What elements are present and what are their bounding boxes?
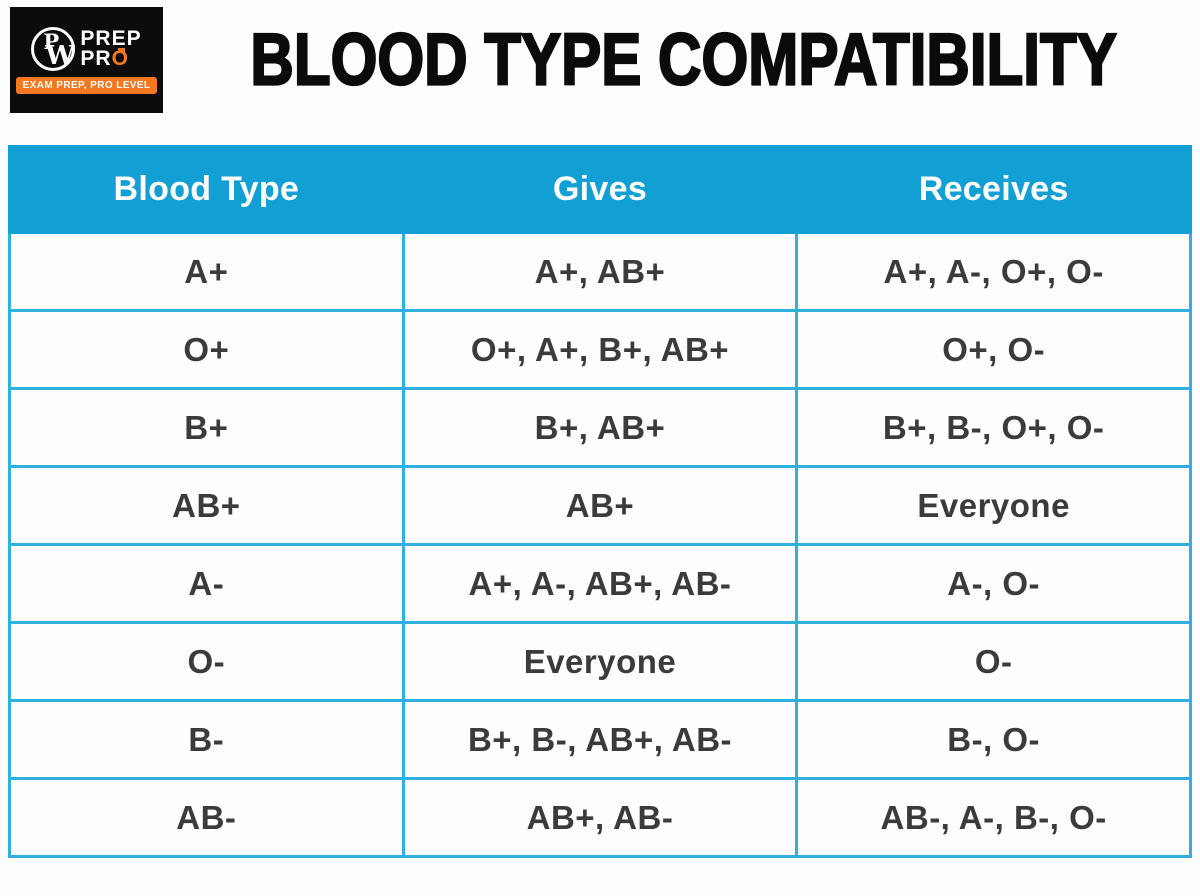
pw-monogram-icon: P W bbox=[31, 26, 76, 71]
cell-blood-type: AB- bbox=[8, 777, 405, 858]
logo-row: P W PREP PRO bbox=[31, 26, 142, 71]
monogram-letter-p: P bbox=[43, 28, 60, 54]
cell-gives: AB+, AB- bbox=[401, 777, 799, 858]
cell-blood-type: A+ bbox=[8, 231, 405, 312]
cell-blood-type: AB+ bbox=[8, 465, 405, 546]
cell-gives: B+, AB+ bbox=[401, 387, 799, 468]
header-row: Blood Type Gives Receives bbox=[8, 145, 1192, 234]
cell-receives: B-, O- bbox=[795, 699, 1192, 780]
table-row: AB- AB+, AB- AB-, A-, B-, O- bbox=[8, 777, 1192, 858]
cell-gives: A+, AB+ bbox=[401, 231, 799, 312]
logo-orange-square bbox=[117, 47, 125, 52]
logo-tagline: EXAM PREP, PRO LEVEL bbox=[15, 76, 158, 94]
table-row: AB+ AB+ Everyone bbox=[8, 465, 1192, 546]
cell-gives: B+, B-, AB+, AB- bbox=[401, 699, 799, 780]
cell-receives: B+, B-, O+, O- bbox=[795, 387, 1192, 468]
col-header-gives: Gives bbox=[401, 145, 799, 234]
cell-receives: A+, A-, O+, O- bbox=[795, 231, 1192, 312]
cell-blood-type: A- bbox=[8, 543, 405, 624]
cell-receives: O- bbox=[795, 621, 1192, 702]
cell-receives: Everyone bbox=[795, 465, 1192, 546]
cell-receives: O+, O- bbox=[795, 309, 1192, 390]
cell-receives: A-, O- bbox=[795, 543, 1192, 624]
title-area: BLOOD TYPE COMPATIBILITY bbox=[168, 0, 1200, 120]
monogram-letter-w: W bbox=[45, 40, 75, 71]
table-row: B- B+, B-, AB+, AB- B-, O- bbox=[8, 699, 1192, 780]
cell-gives: A+, A-, AB+, AB- bbox=[401, 543, 799, 624]
logo-wordmark: PREP PRO bbox=[80, 27, 142, 70]
logo-line-prep: PREP bbox=[80, 27, 142, 52]
cell-blood-type: B+ bbox=[8, 387, 405, 468]
cell-gives: O+, A+, B+, AB+ bbox=[401, 309, 799, 390]
table-row: O+ O+, A+, B+, AB+ O+, O- bbox=[8, 309, 1192, 390]
cell-gives: Everyone bbox=[401, 621, 799, 702]
cell-blood-type: O+ bbox=[8, 309, 405, 390]
prep-pro-logo: P W PREP PRO EXAM PREP, PRO LEVEL bbox=[10, 7, 163, 113]
col-header-receives: Receives bbox=[795, 145, 1192, 234]
col-header-blood-type: Blood Type bbox=[8, 145, 405, 234]
blood-type-compatibility-table: Blood Type Gives Receives A+ A+, AB+ A+,… bbox=[8, 145, 1192, 858]
cell-blood-type: B- bbox=[8, 699, 405, 780]
table-row: A- A+, A-, AB+, AB- A-, O- bbox=[8, 543, 1192, 624]
page-title: BLOOD TYPE COMPATIBILITY bbox=[250, 18, 1118, 102]
logo-line-pro: PRO bbox=[80, 46, 129, 70]
cell-gives: AB+ bbox=[401, 465, 799, 546]
table-row: B+ B+, AB+ B+, B-, O+, O- bbox=[8, 387, 1192, 468]
cell-blood-type: O- bbox=[8, 621, 405, 702]
cell-receives: AB-, A-, B-, O- bbox=[795, 777, 1192, 858]
table-row: O- Everyone O- bbox=[8, 621, 1192, 702]
table-row: A+ A+, AB+ A+, A-, O+, O- bbox=[8, 231, 1192, 312]
